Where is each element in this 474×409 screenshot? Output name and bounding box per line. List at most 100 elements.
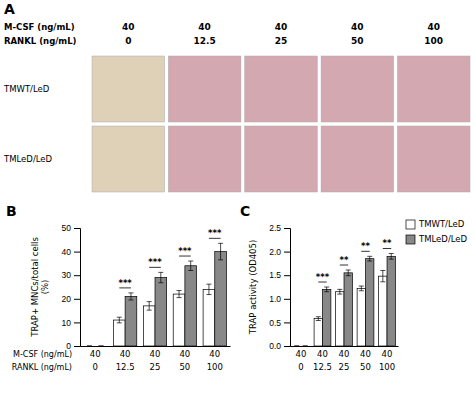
category-label: 40	[360, 349, 371, 359]
y-axis: 01020304050	[62, 223, 81, 351]
category-label: 40	[150, 349, 161, 359]
category-label: 100	[207, 362, 223, 372]
image-tile	[321, 56, 394, 122]
category-label: 40	[209, 349, 220, 359]
tick-label: 30	[62, 270, 72, 280]
error-bar	[188, 261, 193, 270]
significance-label: ***	[178, 246, 192, 256]
y-label: TRAP+ MNCs/total cells(%)	[30, 237, 50, 338]
significance-label: **	[361, 241, 370, 251]
error-bar	[324, 287, 329, 292]
bar	[379, 276, 387, 346]
category-label: 25	[339, 362, 350, 372]
tick-mark	[284, 228, 290, 229]
tick-mark	[284, 346, 290, 347]
significance-label: ***	[316, 272, 330, 282]
image-tile	[245, 126, 318, 192]
y-label: TRAP activity (OD405)	[248, 240, 258, 336]
y-axis: 0.0 0.5 1.0 1.5 2.0 2.5	[269, 223, 290, 351]
error-bar	[206, 284, 211, 294]
header-value: 0	[125, 36, 131, 46]
tick-label: 20	[62, 294, 72, 304]
image-tile	[321, 126, 394, 192]
bar	[344, 273, 352, 346]
tick-label: 0.0	[269, 341, 281, 351]
tick-mark	[74, 322, 80, 323]
axis-line	[81, 346, 231, 347]
y-tick: 0.0	[269, 341, 290, 351]
category-label: 40	[120, 349, 131, 359]
plot-area	[294, 248, 395, 346]
tick-label: 10	[62, 318, 72, 328]
tick-mark	[284, 322, 290, 323]
header-value: 25	[275, 36, 288, 46]
header-value: 40	[351, 22, 364, 32]
tick-mark	[284, 252, 290, 253]
image-tile	[92, 126, 165, 192]
axis-line	[74, 229, 81, 347]
significance-label: ***	[208, 228, 222, 238]
error-bar	[389, 253, 394, 259]
category-label: 40	[382, 349, 393, 359]
image-tile	[245, 56, 318, 122]
category-label: 40	[90, 349, 101, 359]
y-tick: 1.0	[269, 294, 290, 304]
tick-label: 2.5	[269, 223, 281, 233]
error-bar	[147, 302, 152, 310]
bar	[143, 306, 155, 346]
header-value: 40	[198, 22, 211, 32]
axis-line	[291, 346, 399, 347]
plot-area	[87, 238, 227, 346]
panel-a: AM-CSF (ng/mL)4040404040RANKL (ng/mL)012…	[3, 1, 470, 192]
y-tick: 2.5	[269, 223, 290, 233]
category-label: 40	[296, 349, 307, 359]
bar	[203, 289, 215, 346]
category-label: 0	[298, 362, 303, 372]
category-label: 12.5	[313, 362, 332, 372]
y-tick: 10	[62, 318, 80, 328]
header-value: 40	[122, 22, 135, 32]
tick-mark	[74, 299, 80, 300]
tick-label: 2.0	[269, 247, 281, 257]
y-tick: 20	[62, 294, 80, 304]
bar	[314, 319, 322, 346]
y-tick: 40	[62, 247, 80, 257]
bar	[301, 346, 309, 347]
legend-swatch	[406, 220, 415, 229]
image-tile	[168, 56, 241, 122]
bar	[357, 288, 365, 346]
y-tick: 30	[62, 270, 80, 280]
category-label: 50	[179, 362, 190, 372]
category-label: 25	[150, 362, 161, 372]
axis-line	[284, 229, 291, 347]
error-bar	[380, 270, 385, 281]
category-label: 40	[317, 349, 328, 359]
y-tick: 1.5	[269, 270, 290, 280]
row-label: TMWT/LeD	[3, 84, 50, 94]
bar	[113, 320, 125, 346]
panel-c: 0.0 0.5 1.0 1.5 2.0 2.5 TRAP activity (OD405) 4…	[248, 219, 468, 372]
error-bar	[99, 346, 104, 347]
legend-item: TMWT/LeD	[406, 219, 465, 229]
error-bar	[87, 346, 92, 347]
y-tick: 0.5	[269, 318, 290, 328]
tick-label: 1.0	[269, 294, 281, 304]
bar	[125, 296, 137, 346]
y-tick: 50	[62, 223, 80, 233]
category-label: 40	[179, 349, 190, 359]
panel-b: 01020304050TRAP+ MNCs/total cells(%)4040…	[12, 223, 231, 372]
error-bar	[128, 293, 133, 300]
category-label: 40	[339, 349, 350, 359]
tick-mark	[74, 252, 80, 253]
bar	[215, 252, 227, 346]
x-label: M-CSF (ng/mL)	[13, 350, 72, 359]
legend-item: TMLeD/LeD	[406, 234, 468, 244]
tick-mark	[284, 299, 290, 300]
panel-title: C	[240, 203, 250, 219]
header-value: 40	[427, 22, 440, 32]
tick-label: 40	[62, 247, 72, 257]
error-bar	[158, 272, 163, 282]
category-label: 12.5	[116, 362, 135, 372]
error-bar	[367, 256, 372, 261]
bar	[84, 346, 96, 347]
